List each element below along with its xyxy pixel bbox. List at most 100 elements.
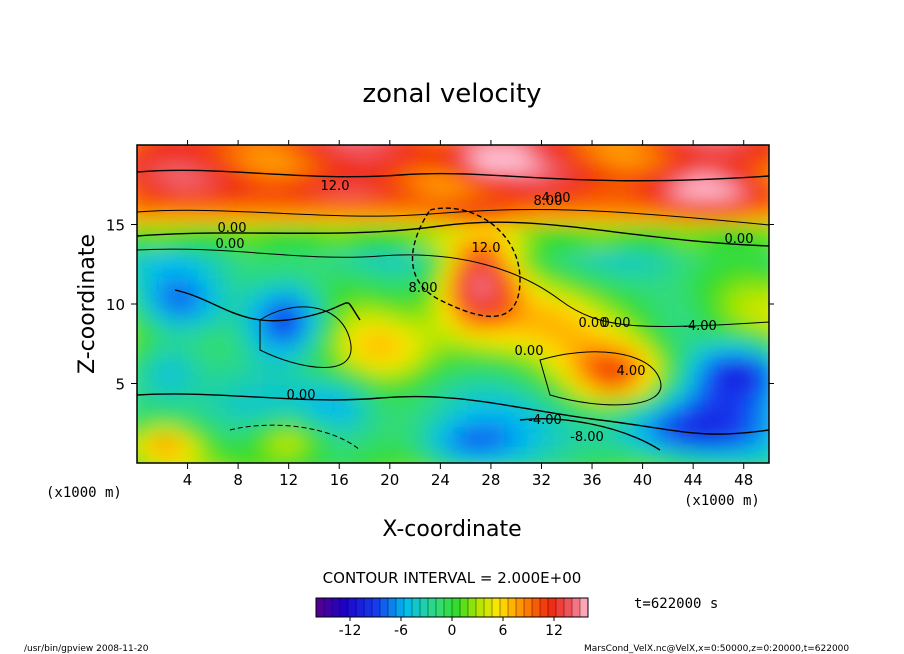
field-cell [541,304,555,318]
field-cell [377,343,391,358]
field-cell [187,277,201,292]
field-cell [667,145,682,159]
field-cell [453,410,467,424]
field-cell [528,449,542,463]
colorbar-tick-label: 12 [545,623,563,639]
field-cell [301,251,315,265]
field-cell [453,449,467,463]
field-cell [389,251,403,265]
field-cell [693,264,707,279]
field-cell [187,251,201,265]
field-cell [554,277,568,292]
field-cell [731,370,745,385]
field-cell [364,423,378,438]
field-cell [427,383,441,398]
field-cell [427,330,441,345]
field-cell [250,449,264,463]
field-cell [718,370,732,385]
field-cell [604,211,618,225]
field-cell [630,171,644,186]
field-cell [339,383,353,398]
field-cell [541,330,555,345]
field-cell [769,264,782,278]
field-cell [149,264,163,279]
field-cell [137,277,151,292]
field-cell [250,158,264,173]
field-cell [705,436,719,451]
field-cell [250,436,264,451]
field-cell [642,158,656,173]
field-cell [326,436,340,451]
field-cell [440,383,454,398]
field-cell [427,158,441,173]
field-cell [377,357,391,371]
field-cell [263,436,277,451]
field-cell [200,237,214,252]
field-cell [503,264,517,279]
field-cell [655,410,669,424]
field-cell [276,224,290,239]
field-cell [655,237,669,252]
field-cell [149,317,163,332]
field-cell [238,277,252,292]
field-cell [528,171,542,186]
field-cell [326,343,340,358]
field-cell [465,317,479,332]
field-cell [389,145,403,159]
field-cell [200,211,214,225]
field-cell [604,145,618,159]
field-cell [137,171,151,186]
field-cell [427,304,441,318]
field-cell [174,290,189,305]
field-cell [137,396,151,411]
field-cell [541,224,555,239]
field-cell [490,251,505,265]
field-cell [528,317,542,332]
field-cell [137,237,151,252]
field-cell [402,370,416,385]
field-cell [630,449,644,463]
field-cell [276,264,290,279]
field-cell [465,370,479,385]
field-cell [301,330,315,345]
field-cell [566,145,580,146]
field-cell [288,198,302,212]
field-cell [668,463,681,477]
field-cell [351,158,366,173]
field-cell [630,423,644,438]
field-cell [212,145,226,159]
field-cell [377,184,391,199]
field-cell [187,237,201,252]
x-tick-label: 16 [330,471,349,489]
field-cell [718,145,732,159]
field-cell [630,158,644,173]
field-cell [756,410,769,424]
field-cell [276,171,290,186]
field-cell [301,357,315,371]
field-cell [137,264,138,279]
field-cell [427,410,441,424]
field-cell [604,184,618,199]
field-cell [453,171,467,186]
field-cell [389,211,403,225]
field-cell [769,238,782,252]
field-cell [415,317,429,332]
field-cell [149,211,163,225]
field-cell [617,463,630,477]
field-cell [516,145,530,159]
field-cell [667,330,682,345]
field-cell [453,251,467,265]
field-cell [743,343,757,358]
field-cell [528,423,542,438]
field-cell [604,171,618,186]
field-cell [263,158,277,173]
field-cell [162,237,176,252]
field-cell [326,370,340,385]
contour-line [137,169,769,182]
field-cell [731,145,745,159]
colorbar-swatch [515,597,525,618]
field-cell [604,396,618,411]
field-cell [566,237,580,252]
field-cell [427,277,441,292]
field-cell [326,383,340,398]
